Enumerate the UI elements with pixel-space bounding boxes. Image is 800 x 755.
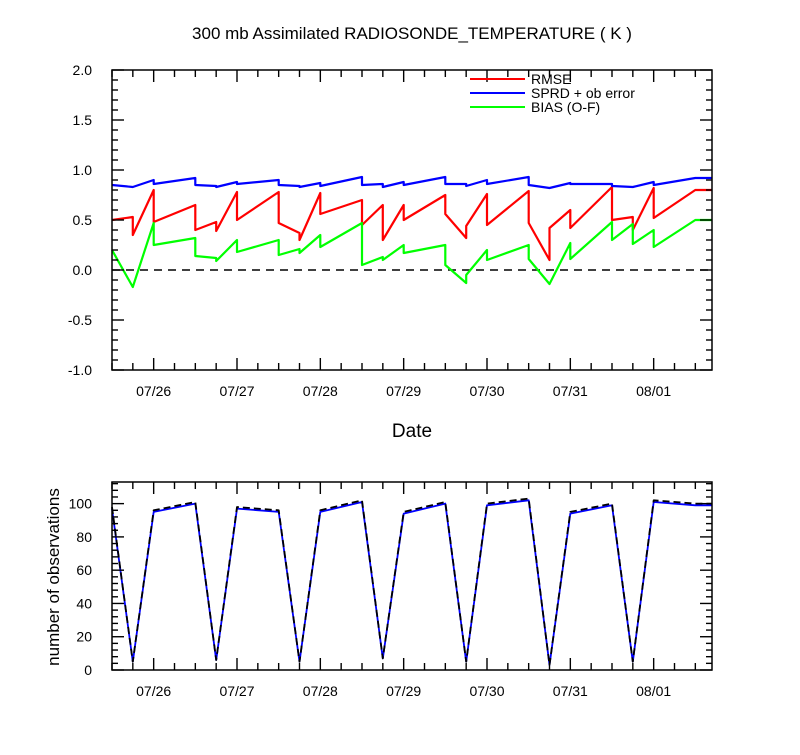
y-tick-label: -1.0: [68, 362, 92, 378]
y-tick-label: 2.0: [73, 62, 93, 78]
legend-label: SPRD + ob error: [531, 85, 635, 101]
y-tick-label: 20: [76, 629, 92, 645]
y-tick-label: 100: [69, 496, 93, 512]
y-tick-label: 1.0: [73, 162, 93, 178]
x-tick-label: 07/28: [303, 683, 338, 699]
x-tick-label: 07/26: [136, 383, 171, 399]
series-line-sprd-ob-error: [111, 175, 712, 190]
y-tick-label: 80: [76, 529, 92, 545]
bottom-plot-frame: [111, 481, 713, 671]
series-line-bias-o-f: [111, 218, 712, 289]
y-tick-label: 1.5: [73, 112, 93, 128]
series-line-rmse: [111, 185, 712, 262]
top-plot-frame: [111, 69, 713, 371]
x-tick-label: 07/27: [219, 683, 254, 699]
x-tick-label: 07/31: [553, 683, 588, 699]
x-tick-label: 08/01: [636, 683, 671, 699]
y-tick-label: 0.0: [73, 262, 93, 278]
x-tick-label: 07/28: [303, 383, 338, 399]
x-tick-label: 07/31: [553, 383, 588, 399]
series-line-assimilated: [111, 499, 712, 666]
x-axis-label: Date: [392, 421, 432, 442]
series-line-total: [111, 497, 712, 666]
y-tick-label: 40: [76, 595, 92, 611]
y-axis-label: number of observations: [44, 488, 63, 666]
x-tick-label: 07/26: [136, 683, 171, 699]
x-tick-label: 07/30: [469, 383, 504, 399]
y-tick-label: 0.5: [73, 212, 93, 228]
bottom-chart: 07/26 07/27 07/28 07/29 07/30 07/31 08/01 0 20 40…: [44, 481, 713, 699]
y-tick-label: 60: [76, 562, 92, 578]
x-tick-label: 07/29: [386, 683, 421, 699]
legend-label: BIAS (O-F): [531, 99, 600, 115]
x-tick-label: 07/27: [219, 383, 254, 399]
chart-title: 300 mb Assimilated RADIOSONDE_TEMPERATUR…: [192, 24, 632, 43]
top-chart: 300 mb Assimilated RADIOSONDE_TEMPERATUR…: [68, 24, 713, 442]
legend-label: RMSE: [531, 71, 571, 87]
x-tick-label: 07/30: [469, 683, 504, 699]
x-tick-label: 07/29: [386, 383, 421, 399]
y-tick-label: -0.5: [68, 312, 92, 328]
x-tick-label: 08/01: [636, 383, 671, 399]
y-tick-label: 0: [84, 662, 92, 678]
